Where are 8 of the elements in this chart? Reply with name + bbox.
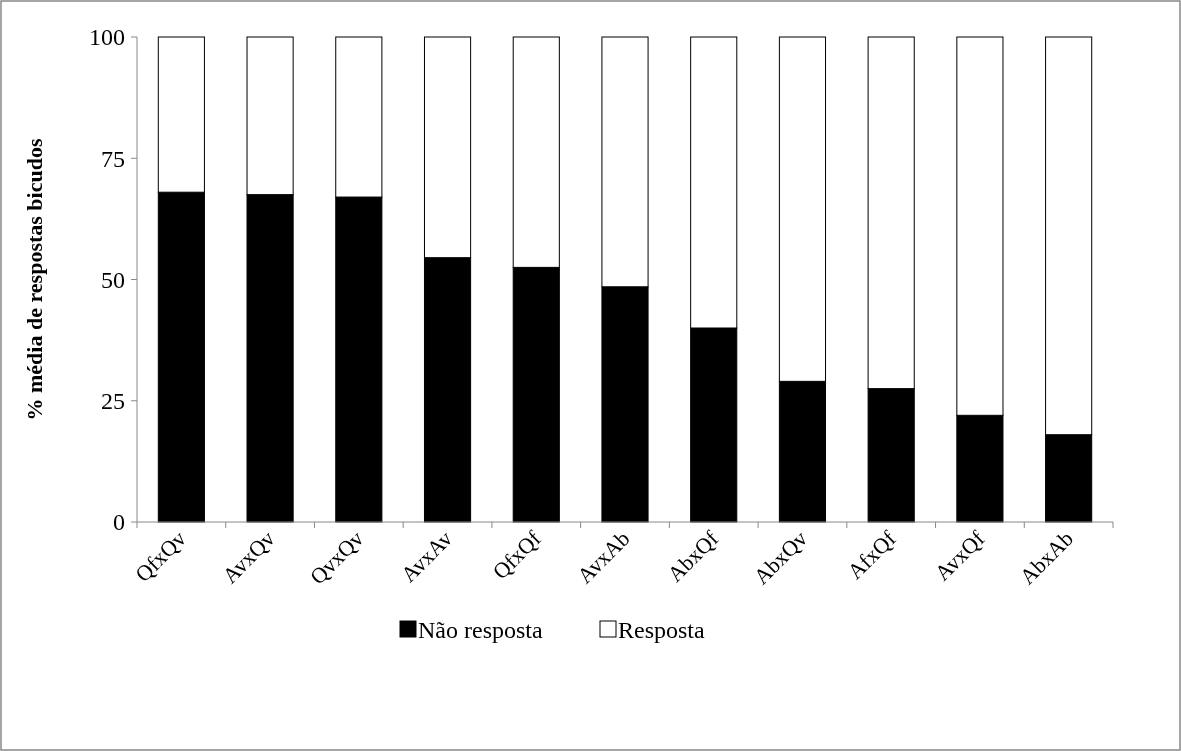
y-tick-label: 50 <box>101 266 125 293</box>
y-tick-label: 25 <box>101 388 125 415</box>
legend-label: Resposta <box>618 617 706 644</box>
y-axis-title: % média de respostas bicudos <box>22 138 47 421</box>
y-tick-label: 100 <box>89 24 125 51</box>
y-tick-label: 0 <box>113 509 125 536</box>
y-tick-label: 75 <box>101 145 125 172</box>
legend-label: Não resposta <box>418 617 543 644</box>
